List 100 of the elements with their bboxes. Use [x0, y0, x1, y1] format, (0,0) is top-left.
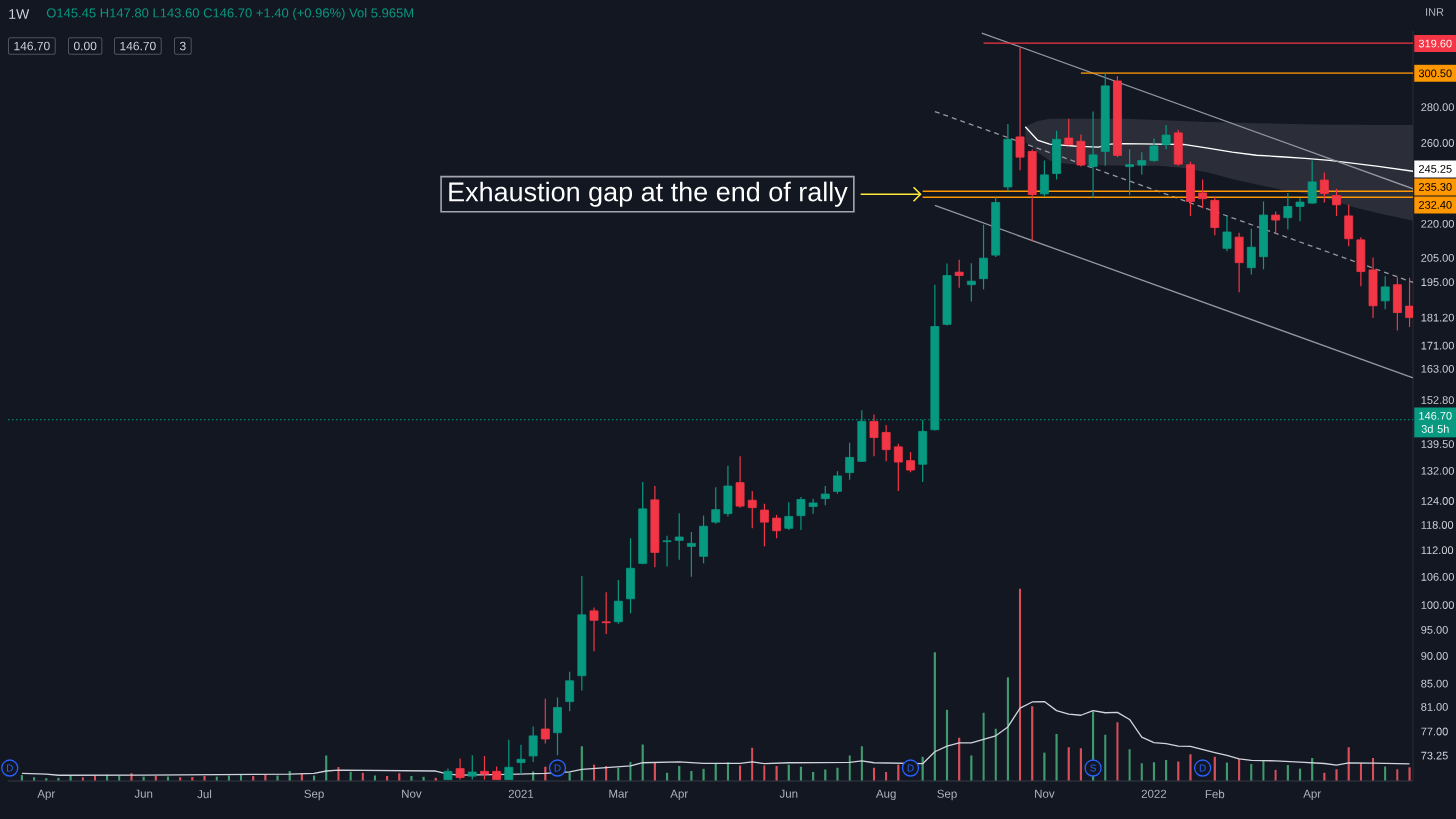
y-tick-label: 81.00: [1421, 703, 1448, 711]
x-tick-label: Mar: [609, 789, 629, 798]
candlestick: [1246, 228, 1256, 276]
y-tick-label: 139.50: [1421, 440, 1454, 448]
annotation: D: [554, 764, 561, 772]
candlestick: [833, 470, 842, 495]
candlestick: [845, 442, 855, 481]
data-label: 235.30: [1419, 183, 1452, 191]
x-tick-label: Apr: [37, 789, 56, 801]
chart-title: 1W: [9, 9, 30, 19]
candlestick: [1149, 137, 1159, 163]
x-tick-label: Aug: [875, 789, 896, 801]
y-tick-label: 118.00: [1421, 521, 1454, 529]
ref-line-label: 146.70 3d 5h: [1419, 411, 1452, 433]
y-tick-label: 100.00: [1421, 601, 1454, 609]
annotation: D: [6, 764, 13, 772]
y-axis-title: INR: [1426, 8, 1444, 16]
candlestick: [1039, 160, 1049, 198]
x-tick-label: Sep: [304, 789, 324, 801]
candlestick: [1222, 215, 1232, 252]
candlestick: [1344, 204, 1354, 247]
candlestick: [504, 739, 514, 781]
candlestick: [772, 514, 782, 539]
candlestick: [760, 503, 769, 547]
candlestick: [455, 757, 465, 781]
x-tick-label: Sep: [937, 789, 957, 801]
candlestick: [1088, 110, 1098, 199]
y-tick-label: 205.00: [1421, 254, 1454, 262]
x-tick-label: 2022: [1141, 789, 1167, 798]
candlestick: [747, 490, 757, 529]
annotation: 146.70: [120, 41, 156, 51]
candlestick: [467, 754, 477, 781]
y-tick-label: 85.00: [1421, 679, 1448, 688]
y-tick-label: 124.00: [1421, 497, 1454, 505]
bar: [276, 775, 279, 782]
candlestick: [1015, 46, 1025, 171]
candlestick: [1161, 124, 1171, 150]
candlestick: [735, 455, 745, 509]
bar: [1055, 734, 1058, 782]
candlestick: [1271, 210, 1281, 235]
x-tick-label: 2021: [508, 789, 534, 798]
candlestick: [954, 259, 964, 289]
candlestick: [966, 262, 976, 303]
candlestick: [1076, 133, 1086, 168]
candlestick: [711, 486, 721, 525]
candlestick: [565, 671, 575, 712]
candlestick: [808, 498, 818, 515]
candlestick: [1198, 178, 1208, 209]
bar: [410, 776, 413, 782]
candlestick: [1332, 188, 1341, 217]
candlestick: [881, 424, 891, 462]
x-tick-label: Apr: [1303, 789, 1321, 801]
y-tick-label: 77.00: [1421, 727, 1448, 736]
x-tick-label: Nov: [1035, 789, 1055, 798]
y-tick-label: 106.00: [1421, 572, 1454, 581]
candlestick: [589, 606, 599, 652]
data-label: 245.25: [1419, 165, 1452, 173]
candlestick: [1064, 118, 1074, 147]
candlestick: [662, 535, 672, 568]
x-tick-label: Jul: [197, 789, 212, 799]
annotation: D: [907, 764, 914, 772]
candlestick: [1380, 275, 1390, 310]
bar: [1189, 754, 1192, 782]
candlestick: [906, 451, 915, 473]
annotation: 0.00: [73, 41, 97, 51]
bar: [1335, 769, 1338, 782]
bar: [1408, 767, 1411, 782]
candlestick: [979, 224, 988, 290]
y-tick-label: 260.00: [1421, 139, 1454, 147]
candlestick: [869, 413, 879, 457]
x-tick-label: Nov: [402, 789, 422, 798]
candlestick: [893, 443, 903, 492]
chart-subtitle: O145.45 H147.80 L143.60 C146.70 +1.40 (+0.96%) Vol 5.965M: [46, 7, 414, 21]
candlestick: [601, 591, 611, 635]
x-tick-label: Jun: [779, 789, 798, 798]
candlestick: [1125, 148, 1135, 196]
bar: [1031, 706, 1034, 782]
candlestick: [1307, 160, 1317, 205]
candlestick: [820, 485, 830, 506]
candlestick: [1319, 171, 1329, 204]
y-tick-label: 163.00: [1421, 364, 1454, 373]
annotation: 3: [179, 41, 186, 51]
y-tick-label: 132.00: [1421, 466, 1454, 475]
bar: [836, 767, 839, 782]
annotation: 146.70: [14, 41, 50, 51]
candlestick: [613, 579, 623, 625]
candlestick: [674, 512, 684, 561]
candlestick: [516, 744, 526, 775]
y-tick-label: 220.00: [1421, 219, 1454, 228]
y-tick-label: 73.25: [1421, 751, 1448, 760]
candlestick: [1137, 151, 1147, 176]
y-tick-label: 171.00: [1421, 341, 1454, 350]
annotation: Exhaustion gap at the end of rally: [449, 181, 848, 207]
x-tick-label: Feb: [1205, 789, 1225, 799]
data-label: 319.60: [1418, 39, 1452, 48]
x-tick-label: Apr: [670, 789, 688, 801]
y-tick-label: 181.20: [1421, 313, 1454, 322]
candlestick: [686, 531, 696, 578]
bar: [203, 776, 206, 782]
candlestick: [784, 501, 794, 531]
